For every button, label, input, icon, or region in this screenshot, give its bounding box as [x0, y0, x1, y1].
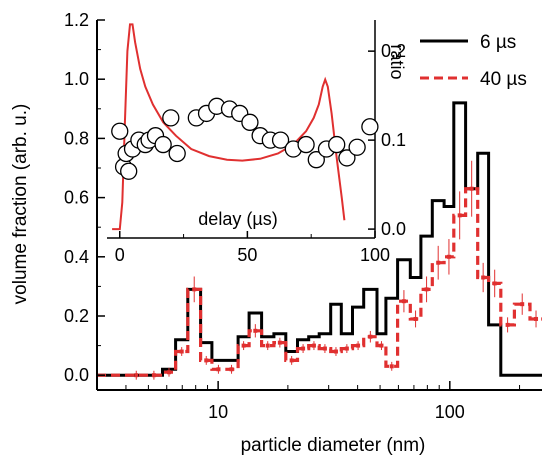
data-point — [368, 334, 373, 339]
inset-y-tick-label: 0.2 — [381, 41, 406, 61]
data-point — [469, 186, 474, 191]
main-axes: 0.0 0.2 0.4 0.6 0.8 1.0 1.2 10 100 — [64, 10, 542, 422]
data-point — [457, 213, 462, 218]
inset-data-point — [111, 122, 129, 140]
data-point — [389, 364, 394, 369]
inset-data-point — [241, 113, 259, 131]
data-point — [446, 254, 451, 259]
legend-label: 40 µs — [480, 69, 527, 90]
inset-y-tick-label: 0.1 — [381, 130, 406, 150]
data-point — [401, 299, 406, 304]
inset-data-point — [297, 135, 315, 154]
data-point — [333, 349, 338, 354]
inset-data-point — [271, 131, 290, 149]
inset-data-point — [168, 144, 186, 163]
data-point — [492, 281, 497, 286]
y-tick-label: 0.8 — [64, 128, 89, 148]
data-point — [289, 358, 294, 363]
data-point — [192, 287, 197, 292]
inset-x-tick-label: 100 — [360, 245, 390, 265]
y-tick-label: 1.0 — [64, 69, 89, 89]
inset-curve — [112, 23, 346, 231]
y-tick-label: 0.0 — [64, 365, 89, 385]
main-series-layer — [97, 101, 542, 380]
inset-y-tick-label: 0.0 — [381, 219, 406, 239]
inset-x-tick-label: 0 — [115, 245, 125, 265]
legend-label: 6 µs — [480, 32, 516, 53]
data-point — [379, 343, 384, 348]
data-point — [322, 346, 327, 351]
x-tick-label: 10 — [208, 402, 228, 422]
data-point — [167, 370, 172, 375]
data-point — [134, 373, 139, 378]
inset-x-tick-label: 50 — [237, 245, 257, 265]
inset-chart: 0 50 100 0.0 0.1 0.2 — [107, 20, 406, 265]
y-tick-label: 0.4 — [64, 247, 89, 267]
data-point — [216, 367, 221, 372]
inset-data-point — [328, 135, 346, 154]
data-point — [179, 349, 184, 354]
data-point — [356, 343, 361, 348]
legend: 6 µs 40 µs — [420, 32, 527, 90]
data-point — [253, 328, 258, 333]
inset-data-point — [348, 138, 366, 156]
data-point — [265, 343, 270, 348]
data-point — [311, 343, 316, 348]
x-axis-label: particle diameter (nm) — [241, 435, 426, 456]
data-point — [534, 316, 539, 321]
inset-y-axis-label: ratio — [387, 44, 407, 79]
y-tick-label: 0.6 — [64, 188, 89, 208]
data-point — [229, 367, 234, 372]
inset-data-point — [361, 118, 379, 136]
series-line-red — [97, 187, 542, 377]
data-point — [204, 358, 209, 363]
data-point — [151, 373, 156, 378]
inset-data-point — [338, 149, 356, 167]
y-tick-label: 1.2 — [64, 10, 89, 30]
inset-data-point — [307, 151, 325, 169]
data-point — [436, 260, 441, 265]
y-tick-label: 0.2 — [64, 306, 89, 326]
inset-background — [107, 20, 375, 238]
inset-data-point — [162, 109, 180, 127]
inset-x-axis-label: delay (µs) — [198, 209, 277, 229]
y-axis-label: volume fraction (arb. u.) — [10, 104, 31, 305]
data-point — [241, 343, 246, 348]
inset-data-point — [120, 162, 138, 180]
data-point — [520, 302, 525, 307]
data-point — [481, 275, 486, 280]
data-point — [301, 346, 306, 351]
x-tick-label: 100 — [435, 402, 465, 422]
data-point — [344, 346, 349, 351]
series-line-black — [97, 101, 542, 377]
data-point — [277, 340, 282, 345]
data-point — [505, 322, 510, 327]
inset-data-point — [154, 135, 172, 154]
data-point — [424, 287, 429, 292]
data-point — [413, 316, 418, 321]
